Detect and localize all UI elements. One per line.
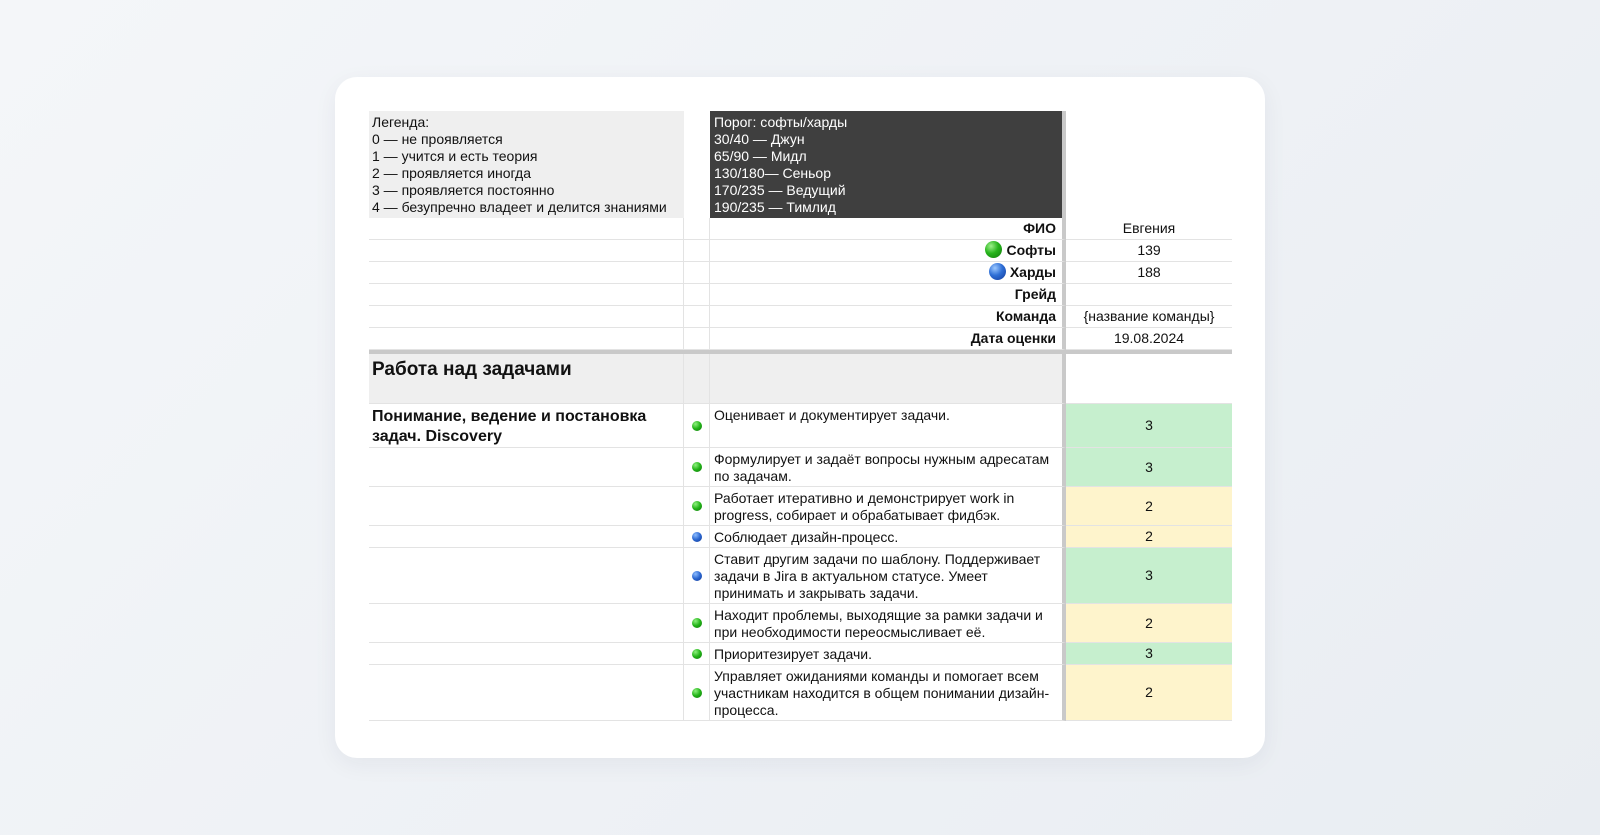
- skill-type-cell[interactable]: [684, 665, 710, 721]
- info-row-fio: ФИО Евгения: [369, 218, 1232, 240]
- skill-score[interactable]: 3: [1066, 548, 1232, 604]
- empty-cell[interactable]: [369, 548, 684, 604]
- section-title[interactable]: Работа над задачами: [369, 354, 684, 404]
- thresholds-cell[interactable]: Порог: софты/харды 30/40 — Джун 65/90 — …: [710, 111, 1066, 218]
- skill-description[interactable]: Ставит другим задачи по шаблону. Поддерж…: [710, 548, 1066, 604]
- skill-score[interactable]: 2: [1066, 526, 1232, 548]
- empty-cell[interactable]: [369, 665, 684, 721]
- empty-cell[interactable]: [684, 306, 710, 328]
- team-value[interactable]: {название команды}: [1066, 306, 1232, 328]
- skill-score[interactable]: 2: [1066, 487, 1232, 526]
- info-row-date: Дата оценки 19.08.2024: [369, 328, 1232, 350]
- empty-cell[interactable]: [369, 218, 684, 240]
- table-row: Приоритезирует задачи. 3: [369, 643, 1232, 665]
- hards-label-cell[interactable]: Харды: [710, 262, 1066, 284]
- info-row-team: Команда {название команды}: [369, 306, 1232, 328]
- skill-type-cell[interactable]: [684, 548, 710, 604]
- green-dot-icon: [692, 618, 702, 628]
- empty-cell[interactable]: [369, 448, 684, 487]
- empty-cell[interactable]: [369, 284, 684, 306]
- skill-type-cell[interactable]: [684, 487, 710, 526]
- empty-cell[interactable]: [684, 354, 710, 404]
- empty-cell[interactable]: [369, 604, 684, 643]
- blue-circle-icon: [988, 263, 1006, 280]
- empty-cell[interactable]: [369, 526, 684, 548]
- skill-type-cell[interactable]: [684, 643, 710, 665]
- blue-dot-icon: [692, 531, 702, 542]
- skill-description[interactable]: Приоритезирует задачи.: [710, 643, 1066, 665]
- empty-cell[interactable]: [684, 284, 710, 306]
- spreadsheet-card: Легенда: 0 — не проявляется 1 — учится и…: [335, 77, 1265, 758]
- legend-cell[interactable]: Легенда: 0 — не проявляется 1 — учится и…: [369, 111, 684, 218]
- date-label[interactable]: Дата оценки: [710, 328, 1066, 350]
- table-row: Работает итеративно и демонстрирует work…: [369, 487, 1232, 526]
- info-row-grade: Грейд: [369, 284, 1232, 306]
- skill-type-cell[interactable]: [684, 604, 710, 643]
- info-row-softs: Софты 139: [369, 240, 1232, 262]
- skill-score[interactable]: 2: [1066, 665, 1232, 721]
- skill-score[interactable]: 2: [1066, 604, 1232, 643]
- group-title[interactable]: Понимание, ведение и постановка задач. D…: [369, 404, 684, 448]
- empty-cell[interactable]: [369, 487, 684, 526]
- softs-label: Софты: [1006, 242, 1056, 258]
- section-divider: [369, 350, 1232, 354]
- skill-type-cell[interactable]: [684, 448, 710, 487]
- table-row: Находит проблемы, выходящие за рамки зад…: [369, 604, 1232, 643]
- skill-score[interactable]: 3: [1066, 643, 1232, 665]
- fio-label[interactable]: ФИО: [710, 218, 1066, 240]
- skill-type-cell[interactable]: [684, 404, 710, 448]
- team-label[interactable]: Команда: [710, 306, 1066, 328]
- empty-cell[interactable]: [369, 240, 684, 262]
- table-row: Соблюдает дизайн-процесс. 2: [369, 526, 1232, 548]
- softs-value[interactable]: 139: [1066, 240, 1232, 262]
- section-header-row: Работа над задачами: [369, 354, 1232, 404]
- hards-label: Харды: [1009, 264, 1056, 280]
- skill-description[interactable]: Находит проблемы, выходящие за рамки зад…: [710, 604, 1066, 643]
- table-row: Ставит другим задачи по шаблону. Поддерж…: [369, 548, 1232, 604]
- green-dot-icon: [692, 648, 702, 659]
- skill-description[interactable]: Управляет ожиданиями команды и помогает …: [710, 665, 1066, 721]
- empty-cell[interactable]: [1066, 111, 1232, 218]
- skill-description[interactable]: Соблюдает дизайн-процесс.: [710, 526, 1066, 548]
- skills-table: Понимание, ведение и постановка задач. D…: [369, 404, 1232, 721]
- green-dot-icon: [692, 420, 702, 431]
- table-row: Управляет ожиданиями команды и помогает …: [369, 665, 1232, 721]
- spreadsheet: Легенда: 0 — не проявляется 1 — учится и…: [369, 111, 1232, 721]
- green-dot-icon: [692, 687, 702, 698]
- empty-cell[interactable]: [684, 328, 710, 350]
- skill-score[interactable]: 3: [1066, 404, 1232, 448]
- skill-description[interactable]: Формулирует и задаёт вопросы нужным адре…: [710, 448, 1066, 487]
- empty-cell[interactable]: [684, 111, 710, 218]
- grade-value[interactable]: [1066, 284, 1232, 306]
- empty-cell[interactable]: [684, 262, 710, 284]
- empty-cell[interactable]: [369, 328, 684, 350]
- blue-dot-icon: [692, 570, 702, 581]
- empty-cell[interactable]: [710, 354, 1066, 404]
- skill-type-cell[interactable]: [684, 526, 710, 548]
- green-dot-icon: [692, 462, 702, 472]
- hards-value[interactable]: 188: [1066, 262, 1232, 284]
- skill-description[interactable]: Работает итеративно и демонстрирует work…: [710, 487, 1066, 526]
- table-row: Формулирует и задаёт вопросы нужным адре…: [369, 448, 1232, 487]
- green-circle-icon: [985, 241, 1003, 258]
- empty-cell[interactable]: [684, 240, 710, 262]
- empty-cell[interactable]: [369, 643, 684, 665]
- empty-cell[interactable]: [684, 218, 710, 240]
- empty-cell[interactable]: [369, 306, 684, 328]
- softs-label-cell[interactable]: Софты: [710, 240, 1066, 262]
- info-row-hards: Харды 188: [369, 262, 1232, 284]
- grade-label[interactable]: Грейд: [710, 284, 1066, 306]
- green-dot-icon: [692, 501, 702, 511]
- date-value[interactable]: 19.08.2024: [1066, 328, 1232, 350]
- table-row: Понимание, ведение и постановка задач. D…: [369, 404, 1232, 448]
- empty-cell[interactable]: [1066, 354, 1232, 404]
- skill-description[interactable]: Оценивает и документирует задачи.: [710, 404, 1066, 448]
- empty-cell[interactable]: [369, 262, 684, 284]
- fio-value[interactable]: Евгения: [1066, 218, 1232, 240]
- header-block: Легенда: 0 — не проявляется 1 — учится и…: [369, 111, 1232, 218]
- skill-score[interactable]: 3: [1066, 448, 1232, 487]
